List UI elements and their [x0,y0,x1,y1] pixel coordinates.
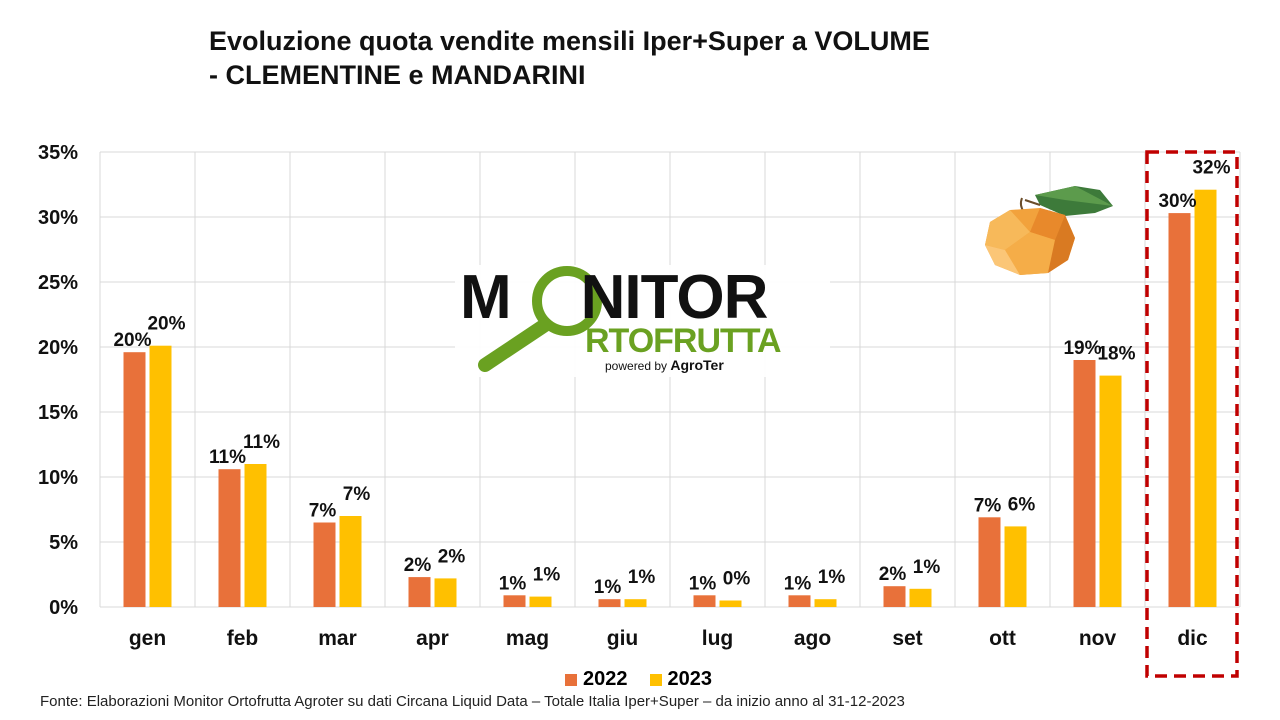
bar-2022-giu [598,599,621,607]
x-axis-ticks: gen feb mar apr mag giu lug ago set ott nov dic [129,627,1208,650]
logo-letters-nitor: NITOR [580,263,769,332]
x-tick-label-giu: giu [607,627,639,650]
x-tick-label-mag: mag [506,627,549,650]
data-label-2023-gen: 20% [147,314,185,335]
y-tick-label: 15% [38,402,78,424]
data-label-2023-dic: 32% [1192,158,1230,179]
monitor-ortofrutta-logo: M NITOR RTOFRUTTA powered by AgroTer [455,265,830,377]
grid-lines [99,151,1241,608]
highlight-box [1145,150,1239,678]
bar-2023-gen [149,345,172,607]
x-tick-label-ago: ago [794,627,831,650]
data-label-2022-dic: 30% [1158,191,1196,212]
bar-2022-lug [693,595,716,607]
bar-2022-apr [408,577,431,607]
x-tick-label-nov: nov [1079,627,1117,650]
x-tick-label-gen: gen [129,627,166,650]
data-label-2023-apr: 2% [438,546,466,567]
data-label-2023-ott: 6% [1008,494,1036,515]
source-note: Fonte: Elaborazioni Monitor Ortofrutta A… [40,693,905,710]
bar-2022-nov [1073,360,1096,607]
bar-2022-gen [123,352,146,607]
bar-2023-apr [434,578,457,607]
legend-label-2022: 2022 [583,668,628,690]
bar-2023-nov [1099,375,1122,607]
magnifier-icon [478,266,602,372]
bar-2023-ago [814,599,837,607]
logo-powered-prefix: powered by [605,359,671,373]
bar-2023-lug [719,600,742,607]
bar-2023-mar [339,516,362,607]
data-label-2022-ott: 7% [974,495,1002,516]
highlight-box-group [1145,150,1239,678]
data-label-2023-ago: 1% [818,567,846,588]
data-label-2022-mar: 7% [309,501,337,522]
bar-2023-set [909,588,932,607]
x-tick-label-mar: mar [318,627,357,650]
y-tick-label: 0% [49,597,78,619]
data-label-2022-feb: 11% [209,447,246,468]
data-label-2023-mar: 7% [343,484,371,505]
bar-2023-mag [529,596,552,607]
bar-2022-set [883,586,906,607]
data-label-2022-lug: 1% [689,573,717,594]
data-label-2023-mag: 1% [533,565,561,586]
x-tick-label-apr: apr [416,627,449,650]
logo-word-monitor: M NITOR [460,263,769,332]
bar-2022-mar [313,522,336,607]
logo-powered-brand: AgroTer [670,357,724,373]
y-tick-label: 35% [38,142,78,164]
logo-powered-by: powered by AgroTer [605,357,724,373]
legend-item-2022: 2022 [565,668,628,691]
data-label-2022-set: 2% [879,564,907,585]
data-label-2023-giu: 1% [628,567,656,588]
y-tick-label: 10% [38,467,78,489]
bar-2022-ago [788,595,811,607]
y-axis-ticks: 0% 5% 10% 15% 20% 25% 30% 35% [38,142,78,619]
legend-item-2023: 2023 [649,668,713,691]
bar-2022-mag [503,595,526,607]
data-label-2023-set: 1% [913,557,941,578]
x-tick-label-dic: dic [1177,627,1208,650]
chart-title: Evoluzione quota vendite mensili Iper+Su… [209,24,1109,92]
bars [123,189,1217,607]
bar-2022-feb [218,469,241,607]
data-label-2022-ago: 1% [784,573,812,594]
bar-2023-dic [1194,189,1217,607]
data-label-2023-lug: 0% [723,569,751,590]
logo-letter-m: M [460,263,512,332]
data-label-2022-nov: 19% [1063,338,1101,359]
x-tick-label-lug: lug [702,627,734,650]
legend-swatch-2022 [565,673,577,686]
y-tick-label: 20% [38,337,78,359]
legend-label-2023: 2023 [667,668,713,690]
data-label-2023-feb: 11% [243,432,280,453]
bar-2022-ott [978,517,1001,607]
chart-title-line-2: - CLEMENTINE e MANDARINI [209,60,586,90]
data-label-2022-apr: 2% [404,555,432,576]
x-tick-label-set: set [892,627,922,650]
logo-word-ortofrutta: RTOFRUTTA [585,322,782,360]
bar-2023-ott [1004,526,1027,607]
bar-2023-giu [624,599,647,607]
clementine-icon [985,186,1113,275]
y-tick-label: 30% [38,207,78,229]
legend-swatch-2023 [649,673,662,686]
data-label-2022-mag: 1% [499,573,527,594]
chart-legend: 2022 2023 [565,668,726,691]
chart-title-line-1: Evoluzione quota vendite mensili Iper+Su… [209,26,930,56]
data-label-2022-gen: 20% [113,330,151,351]
x-tick-label-feb: feb [227,627,259,650]
data-label-2022-giu: 1% [594,577,622,598]
x-tick-label-ott: ott [989,627,1016,650]
y-tick-label: 5% [49,532,78,554]
bar-2023-feb [244,464,267,607]
data-labels: 20%20% 11%11% 7% 7% 2% 2% 1% 1% 1% 1% 1% 0% 1% 1% 2% 1%… [113,158,1230,599]
bar-2022-dic [1168,213,1191,607]
data-label-2023-nov: 18% [1097,344,1135,365]
y-tick-label: 25% [38,272,78,294]
